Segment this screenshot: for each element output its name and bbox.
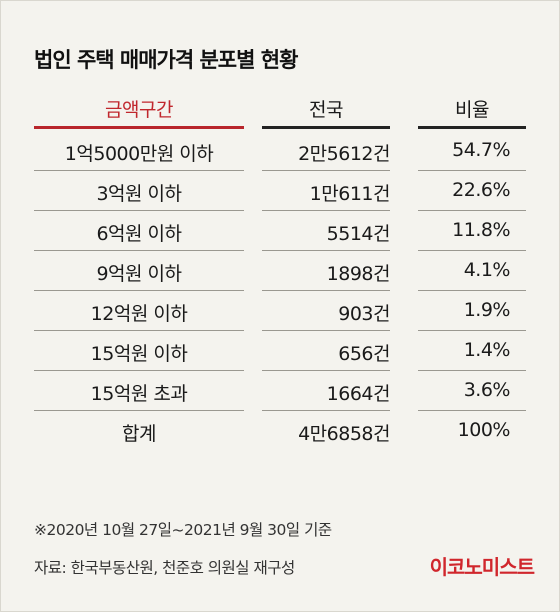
ratio-cell: 22.6%	[452, 179, 510, 201]
table-row: 9억원 이하 1898건 4.1%	[0, 251, 560, 291]
table-row: 15억원 초과 1664건 3.6%	[0, 371, 560, 411]
ratio-cell: 54.7%	[452, 139, 510, 161]
national-cell: 4만6858건	[298, 423, 390, 445]
row-divider	[34, 330, 244, 331]
amount-cell: 1억5000만원 이하	[64, 143, 214, 165]
ratio-cell: 1.9%	[463, 299, 511, 321]
ratio-cell: 1.4%	[463, 339, 511, 361]
column-header-amount: 금액구간	[105, 99, 173, 121]
ratio-cell: 100%	[457, 419, 511, 441]
table-row: 1억5000만원 이하 2만5612건 54.7%	[0, 131, 560, 171]
row-divider	[262, 170, 390, 171]
table-row: 6억원 이하 5514건 11.8%	[0, 211, 560, 251]
national-cell: 903건	[338, 303, 390, 325]
row-divider	[418, 290, 526, 291]
national-cell: 5514건	[326, 223, 391, 245]
row-divider	[34, 290, 244, 291]
row-divider	[34, 210, 244, 211]
national-cell: 2만5612건	[298, 143, 390, 165]
row-divider	[418, 370, 526, 371]
row-divider	[34, 170, 244, 171]
column-header-national: 전국	[309, 99, 343, 121]
row-divider	[262, 330, 390, 331]
column-header-ratio: 비율	[455, 99, 489, 121]
national-cell: 656건	[338, 343, 390, 365]
national-cell: 1898건	[326, 263, 391, 285]
row-divider	[262, 250, 390, 251]
row-divider	[34, 250, 244, 251]
date-note: ※2020년 10월 27일~2021년 9월 30일 기준	[34, 521, 332, 539]
header-rule-national	[262, 126, 390, 129]
table-row: 15억원 이하 656건 1.4%	[0, 331, 560, 371]
page-title: 법인 주택 매매가격 분포별 현황	[34, 48, 298, 72]
row-divider	[418, 250, 526, 251]
amount-cell: 12억원 이하	[90, 303, 188, 325]
publisher-logo: 이코노미스트	[429, 555, 535, 579]
amount-cell: 6억원 이하	[96, 223, 182, 245]
source-note: 자료: 한국부동산원, 천준호 의원실 재구성	[34, 559, 295, 577]
row-divider	[418, 210, 526, 211]
national-cell: 1664건	[326, 383, 391, 405]
national-cell: 1만611건	[309, 183, 391, 205]
amount-cell: 9억원 이하	[96, 263, 182, 285]
row-divider	[418, 410, 526, 411]
table-row: 3억원 이하 1만611건 22.6%	[0, 171, 560, 211]
ratio-cell: 11.8%	[452, 219, 510, 241]
row-divider	[34, 410, 244, 411]
ratio-cell: 3.6%	[463, 379, 511, 401]
row-divider	[262, 210, 390, 211]
row-divider	[418, 170, 526, 171]
row-divider	[262, 410, 390, 411]
table-row: 12억원 이하 903건 1.9%	[0, 291, 560, 331]
amount-cell: 합계	[122, 423, 156, 445]
amount-cell: 15억원 이하	[90, 343, 188, 365]
row-divider	[34, 370, 244, 371]
header-rule-ratio	[418, 126, 526, 129]
ratio-cell: 4.1%	[463, 259, 511, 281]
amount-cell: 3억원 이하	[96, 183, 182, 205]
row-divider	[418, 330, 526, 331]
table-row: 합계 4만6858건 100%	[0, 411, 560, 451]
row-divider	[262, 290, 390, 291]
header-rule-amount	[34, 126, 244, 129]
amount-cell: 15억원 초과	[90, 383, 188, 405]
row-divider	[262, 370, 390, 371]
